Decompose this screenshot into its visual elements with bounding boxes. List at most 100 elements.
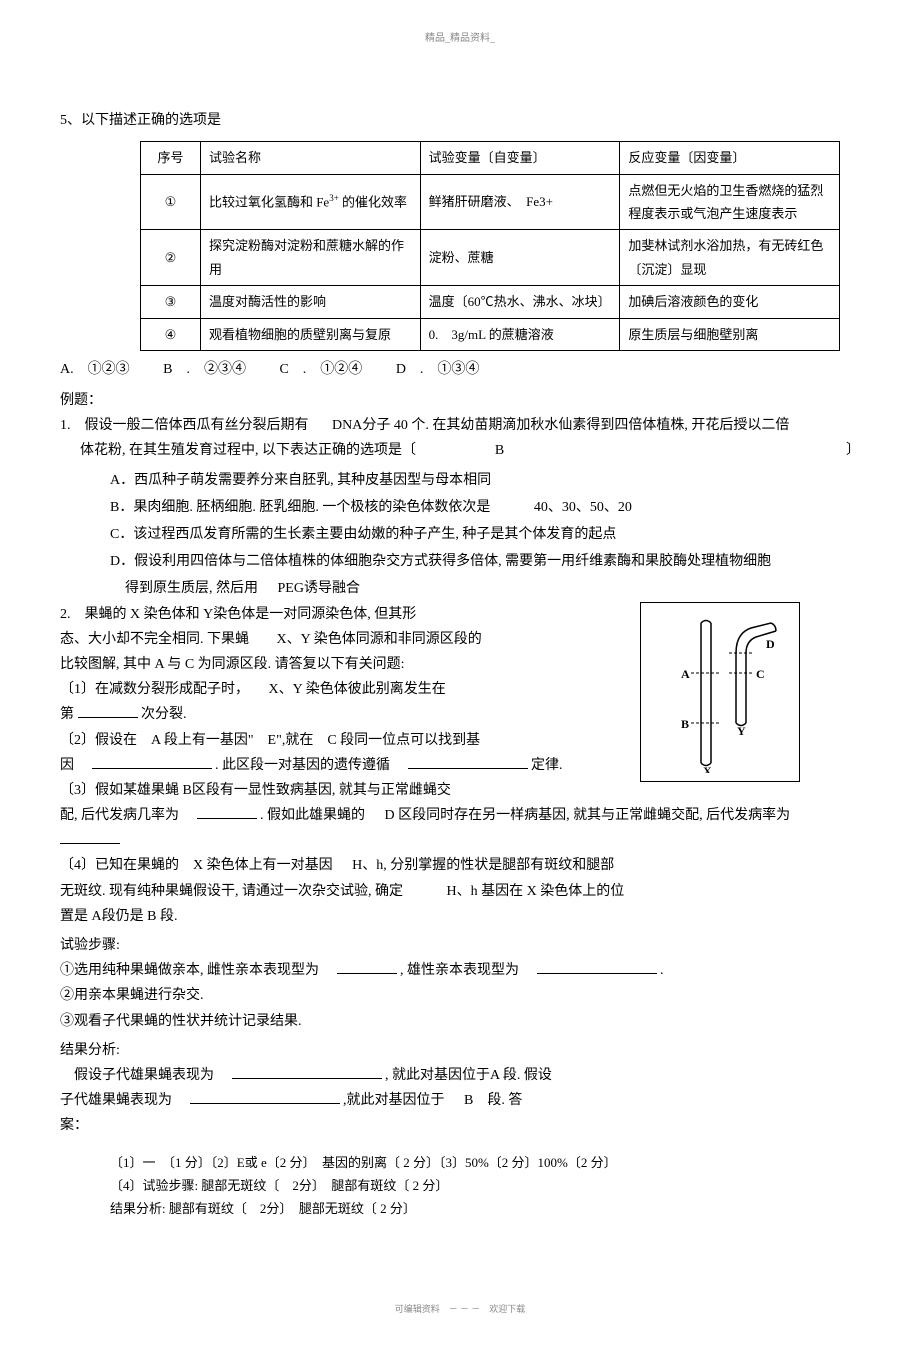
q2-stem-3: 比较图解, 其中 A 与 C 为同源区段. 请答复以下有关问题: — [60, 652, 660, 677]
cell-var: 温度〔60℃热水、沸水、冰块〕 — [420, 286, 620, 318]
option-b: B . ②③④ — [163, 357, 246, 382]
blank — [92, 755, 212, 769]
q2-p1-cont: 第 次分裂. — [60, 702, 660, 727]
blank — [232, 1065, 382, 1079]
superscript: 3+ — [329, 193, 339, 203]
chromosome-svg: A B X C D Y — [651, 613, 791, 773]
text: H、h 基因在 X 染色体上的位 — [447, 884, 625, 899]
footer-note: 可编辑资料 － － － 欢迎下载 — [60, 1301, 860, 1317]
choice-b: B．果肉细胞. 胚柄细胞. 胚乳细胞. 一个极核的染色体数依次是 40、30、5… — [110, 495, 860, 520]
cell-dep: 加碘后溶液颜色的变化 — [620, 286, 840, 318]
text: 得到原生质层, 然后用 — [125, 581, 258, 596]
text: DNA分子 40 个. 在其幼苗期滴加秋水仙素得到四倍体植株, 开花后授以二倍 — [332, 418, 789, 433]
q2-stem-1: 2. 果蝇的 X 染色体和 Y染色体是一对同源染色体, 但其形 — [60, 602, 660, 627]
answer-2: 〔4〕试验步骤: 腿部无斑纹〔 2分〕 腿部有斑纹〔 2 分〕 — [110, 1174, 860, 1197]
text: H、h, 分别掌握的性状是腿部有斑纹和腿部 — [352, 858, 614, 873]
paren: 〕 — [846, 438, 860, 463]
text: 次分裂. — [141, 707, 187, 722]
text: 子代雄果蝇表现为 — [60, 1093, 172, 1108]
q2-p3: 〔3〕假如某雄果蝇 B区段有一显性致病基因, 就其与正常雌蝇交 — [60, 778, 860, 803]
label-c: C — [756, 667, 765, 681]
q2-p4: 〔4〕已知在果蝇的 X 染色体上有一对基因 H、h, 分别掌握的性状是腿部有斑纹… — [60, 853, 860, 878]
result-2b: 案： — [60, 1113, 860, 1138]
cell-name: 比较过氧化氢酶和 Fe3+ 的催化效率 — [200, 174, 420, 230]
choice-d-cont: 得到原生质层, 然后用 PEG诱导融合 — [125, 576, 860, 601]
text: 无斑纹. 现有纯种果蝇假设干, 请通过一次杂交试验, 确定 — [60, 884, 403, 899]
text: 因 — [60, 758, 74, 773]
text: 配, 后代发病几率为 — [60, 808, 179, 823]
header-note: 精品_精品资料_ — [60, 30, 860, 48]
text: . 假如此雄果蝇的 — [260, 808, 365, 823]
q2: A B X C D Y 2. 果蝇的 X 染色体和 Y染色体是一对同源染色体, … — [60, 602, 860, 854]
table-header-row: 序号 试验名称 试验变量〔自变量〕 反应变量〔因变量〕 — [141, 142, 840, 174]
th-dep: 反应变量〔因变量〕 — [620, 142, 840, 174]
cell-name: 观看植物细胞的质壁别离与复原 — [200, 318, 420, 350]
q2-p4-cont: 无斑纹. 现有纯种果蝇假设干, 请通过一次杂交试验, 确定 H、h 基因在 X … — [60, 879, 860, 904]
text: 的催化效率 — [342, 194, 407, 209]
text: X、Y 染色体同源和非同源区段的 — [277, 632, 482, 647]
text: . 此区段一对基因的遗传遵循 — [215, 758, 390, 773]
cell-num: ② — [141, 230, 201, 286]
cell-num: ① — [141, 174, 201, 230]
text: 〔1〕在减数分裂形成配子时， — [60, 682, 249, 697]
text: 定律. — [531, 758, 563, 773]
text: Fe — [316, 194, 329, 209]
option-c: C . ①②④ — [279, 357, 362, 382]
cell-name: 探究淀粉酶对淀粉和蔗糖水解的作用 — [200, 230, 420, 286]
label-d: D — [766, 637, 775, 651]
q2-stem-2: 态、大小却不完全相同. 下果蝇 X、Y 染色体同源和非同源区段的 — [60, 627, 660, 652]
text: 40、30、50、20 — [534, 500, 632, 515]
table-row: ④ 观看植物细胞的质壁别离与复原 0. 3g/mL 的蔗糖溶液 原生质层与细胞壁… — [141, 318, 840, 350]
text: PEG诱导融合 — [278, 581, 360, 596]
text: 1. 假设一般二倍体西瓜有丝分裂后期有 — [60, 418, 309, 433]
answer-1: 〔1〕一 〔1 分〕〔2〕E或 e〔2 分〕 基因的别离〔 2 分〕〔3〕50%… — [110, 1151, 860, 1174]
label-a: A — [681, 667, 690, 681]
step-3: ③观看子代果蝇的性状并统计记录结果. — [60, 1009, 860, 1034]
cell-num: ③ — [141, 286, 201, 318]
choice-a: A．西瓜种子萌发需要养分来自胚乳, 其种皮基因型与母本相同 — [110, 468, 860, 493]
cell-num: ④ — [141, 318, 201, 350]
cell-dep: 加斐林试剂水浴加热，有无砖红色〔沉淀〕显现 — [620, 230, 840, 286]
cell-var: 鲜猪肝研磨液、 Fe3+ — [420, 174, 620, 230]
cell-var: 0. 3g/mL 的蔗糖溶液 — [420, 318, 620, 350]
blank — [408, 755, 528, 769]
text: X、Y 染色体彼此别离发生在 — [269, 682, 446, 697]
cell-dep: 点燃但无火焰的卫生香燃烧的猛烈程度表示或气泡产生速度表示 — [620, 174, 840, 230]
result-1: 假设子代雄果蝇表现为 , 就此对基因位于A 段. 假设 — [60, 1063, 860, 1088]
cell-var: 淀粉、蔗糖 — [420, 230, 620, 286]
answer: B — [420, 438, 580, 463]
text: , 雄性亲本表现型为 — [400, 963, 519, 978]
text: 第 — [60, 707, 74, 722]
option-d: D . ①③④ — [396, 357, 480, 382]
step-2: ②用亲本果蝇进行杂交. — [60, 983, 860, 1008]
chromosome-figure: A B X C D Y — [640, 602, 800, 782]
option-a: A. ①②③ — [60, 357, 130, 382]
blank — [190, 1090, 340, 1104]
cell-name: 温度对酶活性的影响 — [200, 286, 420, 318]
blank — [337, 960, 397, 974]
blank — [78, 704, 138, 718]
q2-p3-cont: 配, 后代发病几率为 . 假如此雄果蝇的 D 区段同时存在另一样病基因, 就其与… — [60, 803, 860, 828]
q2-p2: 〔2〕假设在 A 段上有一基因" E",就在 C 段同一位点可以找到基 — [60, 728, 660, 753]
text: B．果肉细胞. 胚柄细胞. 胚乳细胞. 一个极核的染色体数依次是 — [110, 500, 490, 515]
text: 体花粉, 在其生殖发育过程中, 以下表达正确的选项是〔 — [80, 443, 416, 458]
table-row: ③ 温度对酶活性的影响 温度〔60℃热水、沸水、冰块〕 加碘后溶液颜色的变化 — [141, 286, 840, 318]
table-row: ② 探究淀粉酶对淀粉和蔗糖水解的作用 淀粉、蔗糖 加斐林试剂水浴加热，有无砖红色… — [141, 230, 840, 286]
label-x: X — [703, 764, 712, 773]
cell-dep: 原生质层与细胞壁别离 — [620, 318, 840, 350]
examples-label: 例题： — [60, 388, 860, 413]
blank — [197, 805, 257, 819]
text: 假设子代雄果蝇表现为 — [74, 1068, 214, 1083]
answer-3: 结果分析: 腿部有斑纹〔 2分〕 腿部无斑纹〔 2 分〕 — [110, 1197, 860, 1220]
text: ,就此对基因位于 — [343, 1093, 445, 1108]
text: B 段. 答 — [464, 1093, 522, 1108]
table-row: ① 比较过氧化氢酶和 Fe3+ 的催化效率 鲜猪肝研磨液、 Fe3+ 点燃但无火… — [141, 174, 840, 230]
choice-d: D．假设利用四倍体与二倍体植株的体细胞杂交方式获得多倍体, 需要第一用纤维素酶和… — [110, 549, 860, 574]
text: D 区段同时存在另一样病基因, 就其与正常雌蝇交配, 后代发病率为 — [385, 808, 791, 823]
th-num: 序号 — [141, 142, 201, 174]
q5-options: A. ①②③ B . ②③④ C . ①②④ D . ①③④ — [60, 357, 860, 382]
text: ①选用纯种果蝇做亲本, 雌性亲本表现型为 — [60, 963, 319, 978]
q2-p3-blank — [60, 828, 860, 853]
q2-p1: 〔1〕在减数分裂形成配子时， X、Y 染色体彼此别离发生在 — [60, 677, 660, 702]
q1: 1. 假设一般二倍体西瓜有丝分裂后期有 DNA分子 40 个. 在其幼苗期滴加秋… — [60, 413, 860, 601]
